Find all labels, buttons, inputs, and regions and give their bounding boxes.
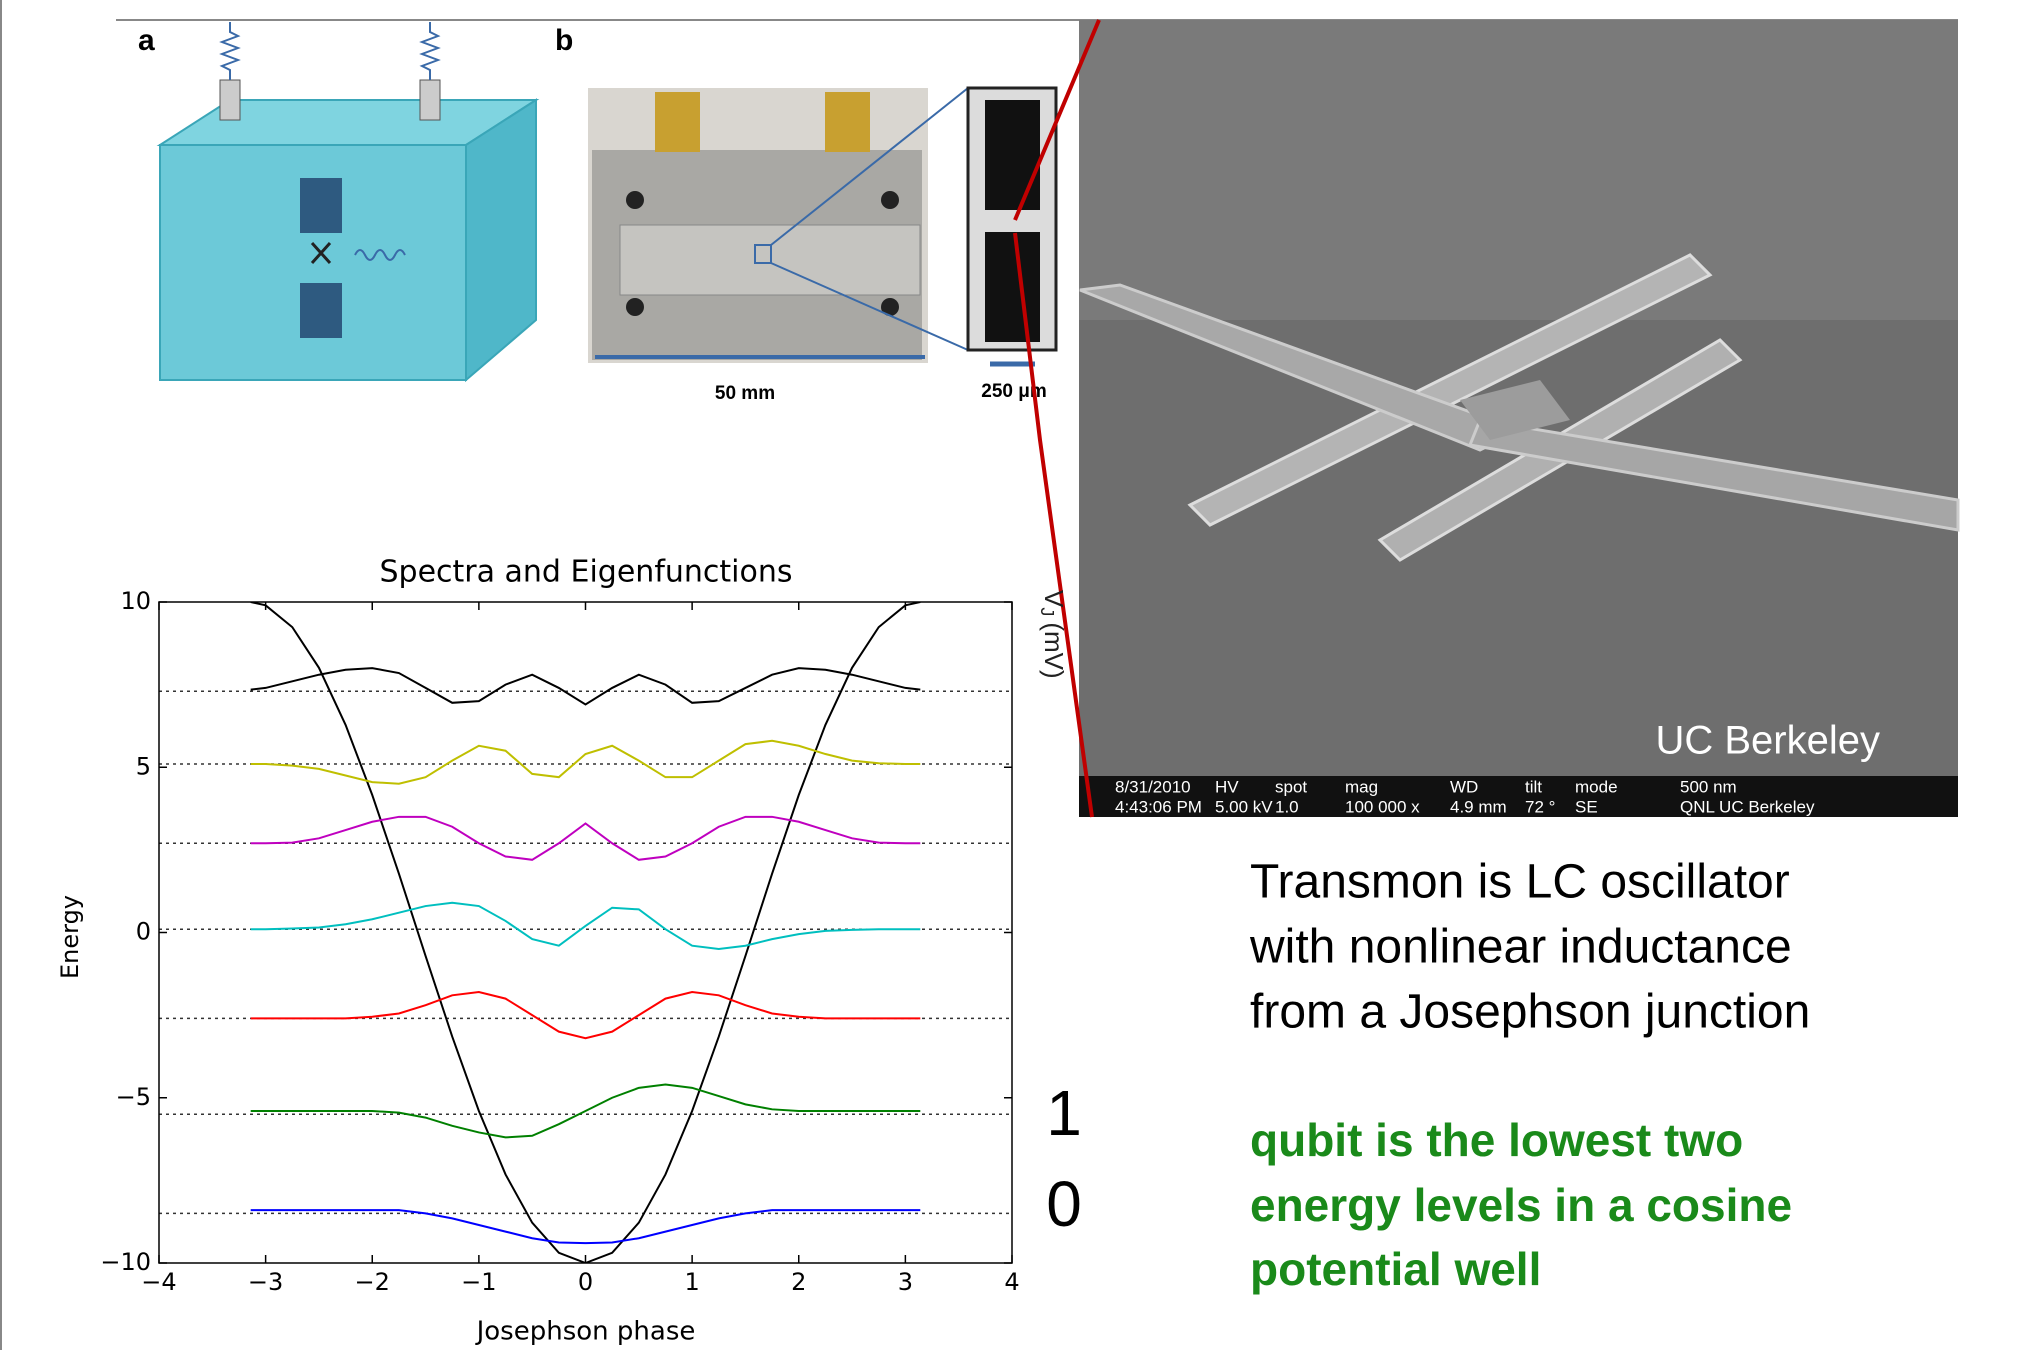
unit: (mV) bbox=[1039, 622, 1069, 678]
info-value: 100 000 x bbox=[1345, 797, 1420, 816]
info-header: tilt bbox=[1525, 777, 1542, 796]
connector bbox=[1013, 19, 1101, 221]
connector bbox=[1013, 232, 1094, 818]
x-tick-label: −4 bbox=[141, 1268, 176, 1296]
info-header: 8/31/2010 bbox=[1115, 777, 1191, 796]
watermark: UC Berkeley bbox=[1655, 719, 1880, 763]
x-tick-label: −2 bbox=[355, 1268, 390, 1296]
info-value: 4:43:06 PM bbox=[1115, 797, 1202, 816]
x-tick-label: 2 bbox=[791, 1268, 806, 1296]
y-tick-label: −10 bbox=[100, 1248, 151, 1276]
series-line bbox=[250, 602, 921, 1263]
highlight: qubit is the lowest two energy levels in… bbox=[1250, 1114, 1792, 1295]
info-value: 4.9 mm bbox=[1450, 797, 1507, 816]
y-tick-label: 5 bbox=[136, 752, 151, 780]
info-header: mag bbox=[1345, 777, 1378, 796]
panel-b: b 50 mm 250 μm bbox=[555, 24, 1058, 404]
info-header: 500 nm bbox=[1680, 777, 1737, 796]
x-tick-label: 3 bbox=[898, 1268, 913, 1296]
x-tick-label: 0 bbox=[578, 1268, 593, 1296]
x-tick-label: 1 bbox=[684, 1268, 699, 1296]
series-line bbox=[250, 990, 921, 1040]
info-header: mode bbox=[1575, 777, 1618, 796]
y-axis-label: Energy bbox=[56, 895, 84, 979]
panel-label: b bbox=[555, 24, 573, 57]
level-label: 0 bbox=[1046, 1168, 1082, 1240]
level-label: 1 bbox=[1046, 1077, 1082, 1149]
series-line bbox=[250, 1083, 921, 1139]
series-line bbox=[250, 667, 921, 706]
info-header: HV bbox=[1215, 777, 1239, 796]
text-line: Transmon is LC oscillator bbox=[1250, 856, 1790, 909]
info-header: WD bbox=[1450, 777, 1478, 796]
series-line bbox=[250, 815, 921, 861]
scale-label: 250 μm bbox=[981, 381, 1047, 402]
x-axis-label: Josephson phase bbox=[475, 1317, 696, 1347]
series-line bbox=[250, 739, 921, 785]
info-value: QNL UC Berkeley bbox=[1680, 797, 1815, 816]
scale-label: 50 mm bbox=[715, 383, 775, 404]
info-value: 5.00 kV bbox=[1215, 797, 1273, 816]
text-line: energy levels in a cosine bbox=[1250, 1179, 1792, 1231]
panel-a: a bbox=[138, 22, 540, 383]
series-line bbox=[250, 1209, 921, 1245]
y-tick-label: −5 bbox=[116, 1083, 151, 1111]
plot-area bbox=[159, 602, 1012, 1263]
x-tick-label: −1 bbox=[461, 1268, 496, 1296]
x-tick-label: 4 bbox=[1004, 1268, 1019, 1296]
chart-title: Spectra and Eigenfunctions bbox=[379, 555, 792, 590]
x-tick-label: −3 bbox=[248, 1268, 283, 1296]
info-value: SE bbox=[1575, 797, 1598, 816]
text-line: qubit is the lowest two bbox=[1250, 1114, 1743, 1166]
description: Transmon is LC oscillator with nonlinear… bbox=[1249, 856, 1810, 1039]
y-tick-label: 0 bbox=[136, 918, 151, 946]
text-line: with nonlinear inductance bbox=[1249, 921, 1792, 974]
symbol: V bbox=[1039, 590, 1069, 608]
text-line: potential well bbox=[1250, 1243, 1541, 1295]
series-line bbox=[250, 901, 921, 951]
subscript: J bbox=[1037, 607, 1057, 616]
info-header: spot bbox=[1275, 777, 1307, 796]
axis-fragment: VJ (mV) bbox=[1037, 590, 1069, 679]
info-value: 72 ° bbox=[1525, 797, 1555, 816]
panel-label: a bbox=[138, 24, 155, 57]
text-line: from a Josephson junction bbox=[1250, 986, 1810, 1039]
info-value: 1.0 bbox=[1275, 797, 1299, 816]
chart: Spectra and Eigenfunctions Josephson pha… bbox=[56, 555, 1020, 1347]
y-tick-label: 10 bbox=[120, 587, 151, 615]
